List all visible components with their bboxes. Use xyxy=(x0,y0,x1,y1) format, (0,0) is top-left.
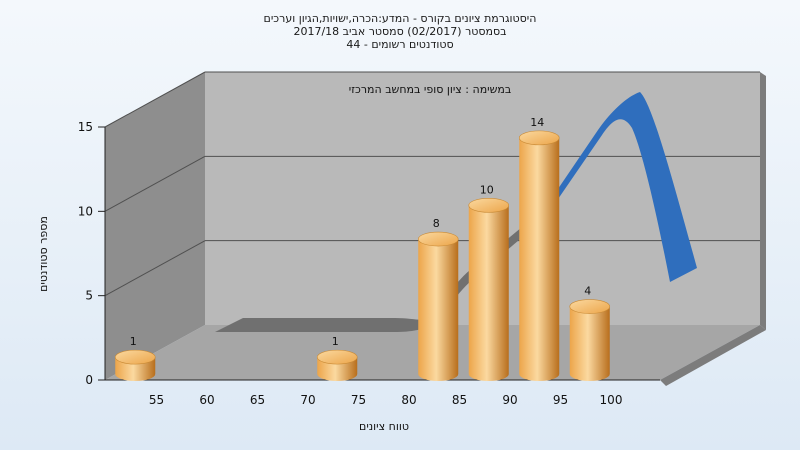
x-tick-label: 75 xyxy=(351,393,366,407)
trend-ribbon-blue xyxy=(545,92,697,282)
chart-floor-edge xyxy=(660,325,766,386)
bar-body xyxy=(519,137,560,381)
bar xyxy=(569,299,611,381)
bar-body xyxy=(569,306,610,381)
bar xyxy=(518,130,560,381)
y-tick-labels: 0 5 10 15 xyxy=(78,120,93,387)
x-tick-label: 95 xyxy=(553,393,568,407)
x-tick-label: 90 xyxy=(502,393,517,407)
gridline-left xyxy=(104,155,206,212)
y-tick-label: 10 xyxy=(78,204,93,218)
chart-title-line-2: בסמסטר (02/2017) סמסטר אביב 2017/18 xyxy=(293,25,506,38)
x-tick-label: 60 xyxy=(199,393,214,407)
bar-data-label: 1 xyxy=(332,335,339,348)
y-tick-label: 0 xyxy=(85,373,93,387)
bar-data-label: 10 xyxy=(480,183,494,196)
bar-data-label: 1 xyxy=(130,335,137,348)
data-labels: 1 1 8 10 14 4 xyxy=(130,116,592,348)
bar-cap xyxy=(114,349,156,365)
bar-cap xyxy=(316,349,358,365)
x-tick-label: 70 xyxy=(300,393,315,407)
chart-title-line-3: סטודנטים רשומים - 44 xyxy=(346,38,453,51)
chart-title-line-1: היסטוגרמת ציונים בקורס - המדע:הכרה,ישויו… xyxy=(264,12,537,25)
bar-cap xyxy=(417,231,459,247)
chart-right-edge xyxy=(760,72,766,330)
bar-cap xyxy=(518,130,560,146)
bar xyxy=(114,349,156,381)
gridline-left xyxy=(104,71,206,128)
bar-body xyxy=(418,239,459,381)
x-tick-label: 55 xyxy=(149,393,164,407)
y-tick-label: 15 xyxy=(78,120,93,134)
x-tick-label: 65 xyxy=(250,393,265,407)
bar-data-label: 4 xyxy=(584,285,591,298)
x-axis-title: טווח ציונים xyxy=(359,420,409,433)
y-axis-title: מספר סטודנטים xyxy=(37,216,50,292)
bar xyxy=(468,198,510,381)
x-tick-label: 80 xyxy=(401,393,416,407)
bars xyxy=(114,130,611,381)
chart-left-wall xyxy=(105,72,205,380)
bar-body xyxy=(468,205,509,381)
x-tick-label: 100 xyxy=(600,393,623,407)
chart-annotation: במשימה : ציון סופי במחשב המרכזי xyxy=(349,83,512,96)
x-tick-label: 85 xyxy=(452,393,467,407)
bar-cap xyxy=(569,299,611,314)
x-tick-labels: 55 60 65 70 75 80 85 90 95 100 xyxy=(149,393,623,407)
y-tick-label: 5 xyxy=(85,289,93,303)
gridline-left xyxy=(104,240,206,297)
bar xyxy=(316,349,358,381)
bar-cap xyxy=(468,198,510,213)
bar-data-label: 8 xyxy=(433,217,440,230)
bar xyxy=(417,231,459,381)
bar-data-label: 14 xyxy=(530,116,544,129)
